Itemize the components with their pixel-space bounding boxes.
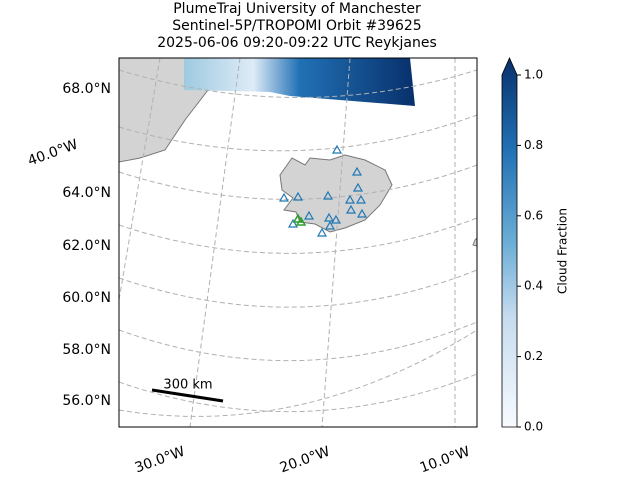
scale-bar bbox=[151, 388, 224, 403]
colorbar-tick-label: 1.0 bbox=[524, 68, 543, 82]
lon-label: 10.0°W bbox=[418, 444, 472, 477]
colorbar-tick-label: 0.4 bbox=[524, 279, 543, 293]
lat-label: 56.0°N bbox=[62, 393, 111, 409]
colorbar-label: Cloud Fraction bbox=[556, 208, 570, 294]
cloud-swath bbox=[184, 58, 415, 106]
lat-label: 58.0°N bbox=[62, 342, 111, 358]
colorbar-tick-label: 0.2 bbox=[524, 349, 543, 363]
colorbar-tick-label: 0.6 bbox=[524, 208, 543, 222]
plume-markers bbox=[292, 213, 307, 226]
scale-label: 300 km bbox=[163, 378, 212, 393]
title-line: PlumeTraj University of Manchester bbox=[173, 1, 421, 17]
lat-label: 62.0°N bbox=[62, 238, 111, 254]
map-area: 300 km bbox=[119, 58, 477, 427]
lat-label: 64.0°N bbox=[62, 185, 111, 201]
land bbox=[472, 237, 477, 247]
map-frame bbox=[118, 57, 478, 428]
lon-label: 30.0°W bbox=[133, 444, 187, 477]
volcano-markers bbox=[278, 144, 368, 237]
title-line: Sentinel-5P/TROPOMI Orbit #39625 bbox=[172, 18, 421, 34]
colorbar: Cloud Fraction bbox=[501, 57, 570, 428]
lon-label: 40.0°W bbox=[26, 137, 80, 170]
colorbar-tick-label: 0.8 bbox=[524, 138, 543, 152]
lon-label: 20.0°W bbox=[278, 444, 332, 477]
lat-label: 60.0°N bbox=[62, 290, 111, 306]
title-line: 2025-06-06 09:20-09:22 UTC Reykjanes bbox=[157, 35, 437, 51]
lat-label: 68.0°N bbox=[62, 81, 111, 97]
colorbar-tick-label: 0.0 bbox=[524, 420, 543, 434]
